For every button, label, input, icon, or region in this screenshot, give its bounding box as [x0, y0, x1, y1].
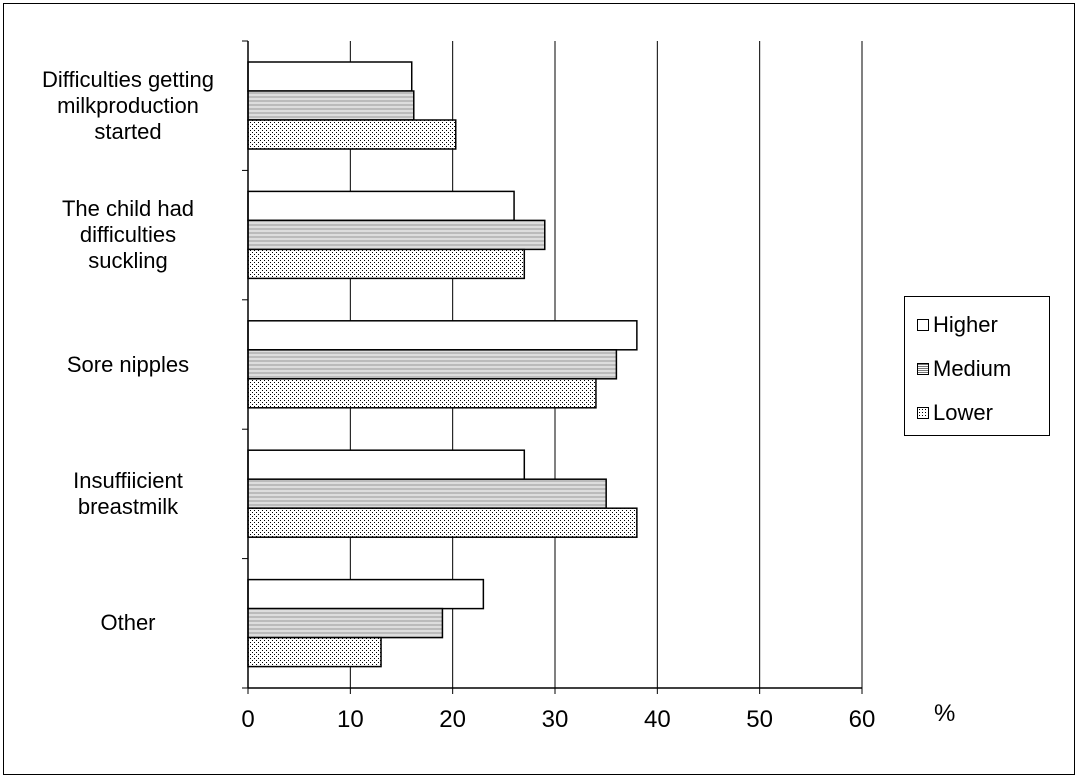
- bar-higher: [247, 61, 413, 92]
- category-label: Sore nipples: [66, 351, 190, 377]
- bar-lower: [247, 119, 457, 150]
- bar-medium: [247, 478, 607, 509]
- bar-medium: [247, 349, 618, 380]
- bar-higher: [247, 578, 485, 610]
- bar-lower: [247, 507, 638, 538]
- legend-item-medium: Medium: [917, 355, 1011, 383]
- bar-medium: [247, 219, 546, 251]
- x-tick-label: 0: [241, 706, 255, 733]
- legend-swatch: [917, 319, 929, 331]
- bar-lower: [247, 248, 526, 280]
- legend-item-lower: Lower: [917, 399, 993, 427]
- legend-label: Medium: [933, 356, 1012, 381]
- x-tick-label: 20: [439, 706, 466, 733]
- bar-lower: [247, 636, 382, 668]
- x-tick-label: 50: [746, 706, 773, 733]
- category-label: Difficulties getting milkproduction star…: [41, 66, 214, 144]
- bars: [247, 61, 638, 668]
- bar-lower: [247, 378, 597, 409]
- x-axis-unit-label: %: [934, 700, 956, 727]
- category-label: Insuffiicient breastmilk: [73, 467, 183, 519]
- x-tick-label: 10: [336, 706, 364, 733]
- chart-frame: [3, 3, 1075, 775]
- legend-label: Lower: [933, 400, 993, 425]
- bar-higher: [247, 449, 526, 480]
- x-tick-label: 30: [541, 706, 569, 733]
- legend-label: Higher: [933, 312, 998, 337]
- x-tick-label: 60: [848, 706, 876, 733]
- category-label: Other: [100, 610, 156, 636]
- legend-swatch: [917, 363, 929, 375]
- bar-higher: [247, 320, 638, 351]
- bar-medium: [247, 607, 444, 639]
- bar-higher: [247, 190, 515, 222]
- bar-medium: [247, 90, 415, 121]
- legend-item-higher: Higher: [917, 311, 998, 339]
- category-label: The child had difficulties suckling: [61, 196, 195, 274]
- legend: Higher Medium Lower: [904, 296, 1050, 436]
- axes: [242, 40, 863, 694]
- legend-swatch: [917, 407, 929, 419]
- x-tick-label: 40: [643, 706, 671, 733]
